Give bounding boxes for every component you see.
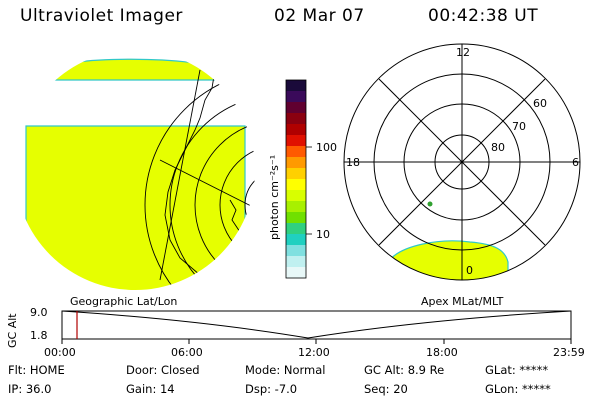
colorbar-segment [286,102,306,114]
polar-plot [343,43,581,281]
colorbar-segment [286,234,306,246]
polar-hour-0: 0 [466,264,473,277]
y-tick-9: 9.0 [30,306,48,319]
polar-lat-80: 80 [491,141,505,154]
polar-lat-60: 60 [533,97,547,110]
x-tick-0000: 00:00 [44,346,76,359]
colorbar-segment [286,91,306,103]
gc-alt-axis-label: GC Alt [6,313,19,348]
colorbar-unit-label: photon cm⁻²s⁻¹ [268,154,281,240]
colorbar-segment [286,201,306,213]
colorbar-segment [286,212,306,224]
y-tick-1-8: 1.8 [30,329,48,342]
colorbar-segment [286,256,306,268]
date-label: 02 Mar 07 [274,6,365,26]
colorbar-segment [286,124,306,136]
time-label: 00:42:38 UT [428,6,539,26]
colorbar-segment [286,146,306,158]
aurora-band-upper [30,58,233,81]
status-gain: Gain: 14 [126,382,175,396]
colorbar-segment [286,190,306,202]
status-mode: Mode: Normal [245,363,326,377]
status-ip: IP: 36.0 [8,382,52,396]
colorbar-tick-100: 100 [316,141,337,154]
status-flt: Flt: HOME [8,363,65,377]
lat-lon-grid [144,69,255,290]
colorbar-segment [286,135,306,147]
status-dsp: Dsp: -7.0 [245,382,298,396]
colorbar-segment [286,157,306,169]
status-glon: GLon: ***** [485,382,551,396]
colorbar-segment [286,168,306,180]
x-tick-2359: 23:59 [553,346,585,359]
polar-lat-70: 70 [512,120,526,133]
colorbar-tick-10: 10 [316,228,330,241]
colorbar-segment [286,267,306,279]
polar-hour-6: 6 [572,156,579,169]
x-tick-1800: 18:00 [426,346,458,359]
geographic-title: Geographic Lat/Lon [70,295,178,308]
altitude-plot [61,310,572,344]
colorbar-segment [286,245,306,257]
colorbar-segment [286,80,306,92]
polar-hour-12: 12 [456,46,470,59]
apex-title: Apex MLat/MLT [421,295,504,308]
colorbar [286,80,306,279]
x-tick-1200: 12:00 [298,346,330,359]
geographic-image [25,58,255,290]
colorbar-segment [286,113,306,125]
x-tick-0600: 06:00 [171,346,203,359]
polar-hour-18: 18 [346,156,360,169]
status-seq: Seq: 20 [364,382,408,396]
aurora-region-main [25,125,246,290]
colorbar-segment [286,179,306,191]
status-glat: GLat: ***** [485,363,549,377]
colorbar-segment [286,223,306,235]
status-door: Door: Closed [126,363,200,377]
app-title: Ultraviolet Imager [20,6,183,26]
status-gc-alt: GC Alt: 8.9 Re [364,363,445,377]
